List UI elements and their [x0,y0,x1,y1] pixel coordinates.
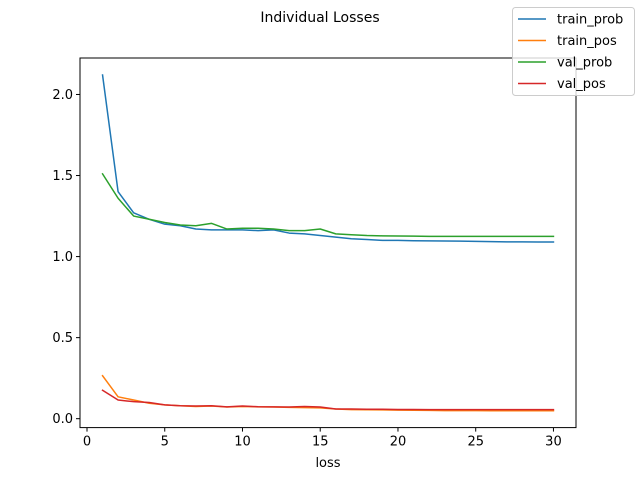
chart-title: Individual Losses [260,10,379,26]
legend-frame [512,7,635,96]
legend-label-train-prob: train_prob [557,13,623,28]
x-tick-label: 10 [234,435,251,450]
x-tick-label: 15 [312,435,329,450]
series-line-train-prob [101,74,555,243]
y-axis-ticks: 0.0 0.5 1.0 1.5 2.0 [52,88,80,427]
x-tick-label: 0 [83,435,91,450]
series-line-val-prob [101,172,555,238]
series-line-val-pos [101,389,555,411]
x-tick-label: 5 [161,435,169,450]
legend: train_prob train_pos val_prob val_pos [512,7,635,96]
legend-label-val-pos: val_pos [557,77,606,92]
axes [79,57,577,429]
legend-label-train-pos: train_pos [557,34,617,49]
y-tick-label: 0.5 [52,331,73,346]
y-tick-label: 0.0 [52,412,73,427]
x-axis-label: loss [315,456,340,471]
x-tick-label: 25 [467,435,484,450]
y-tick-label: 2.0 [52,88,73,103]
plot-area [101,74,555,412]
x-tick-label: 20 [390,435,407,450]
axes-frame [79,57,577,429]
y-tick-label: 1.5 [52,169,73,184]
x-tick-label: 30 [545,435,562,450]
legend-label-val-prob: val_prob [557,56,612,71]
y-tick-label: 1.0 [52,250,73,265]
x-axis-ticks: 0 5 10 15 20 25 30 [83,427,562,450]
